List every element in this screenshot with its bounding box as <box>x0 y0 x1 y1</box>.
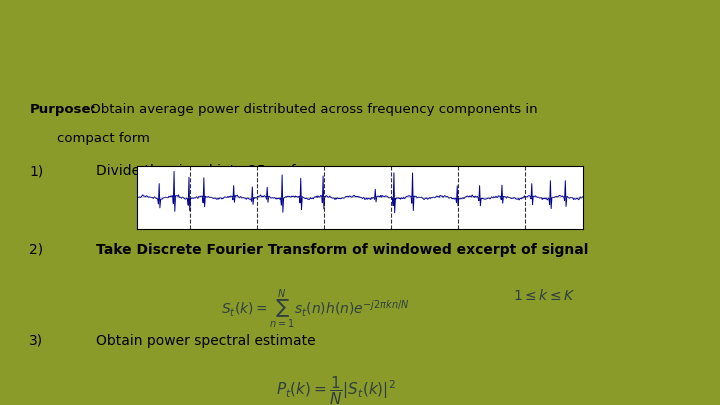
Text: Take Discrete Fourier Transform of windowed excerpt of signal: Take Discrete Fourier Transform of windo… <box>96 243 588 256</box>
Text: Obtain power spectral estimate: Obtain power spectral estimate <box>96 334 315 348</box>
Text: Divide the signal into 25ms frames: Divide the signal into 25ms frames <box>96 164 338 178</box>
Text: Mel-Frequency Cepstrum Coefficients: Mel-Frequency Cepstrum Coefficients <box>30 38 600 68</box>
Text: $S_t(k) = \sum_{n=1}^{N} s_t(n) h(n) e^{-j2\pi kn/N}$: $S_t(k) = \sum_{n=1}^{N} s_t(n) h(n) e^{… <box>221 288 410 331</box>
Text: $1 \leq k \leq K$: $1 \leq k \leq K$ <box>513 288 576 303</box>
Text: Purpose:: Purpose: <box>30 103 96 117</box>
Text: 2): 2) <box>30 243 43 256</box>
Text: Obtain average power distributed across frequency components in: Obtain average power distributed across … <box>86 103 538 117</box>
Text: 1): 1) <box>30 164 44 178</box>
Text: $P_t(k) = \dfrac{1}{N} |S_t(k)|^2$: $P_t(k) = \dfrac{1}{N} |S_t(k)|^2$ <box>276 374 396 405</box>
Text: 3): 3) <box>30 334 43 348</box>
Text: compact form: compact form <box>58 132 150 145</box>
